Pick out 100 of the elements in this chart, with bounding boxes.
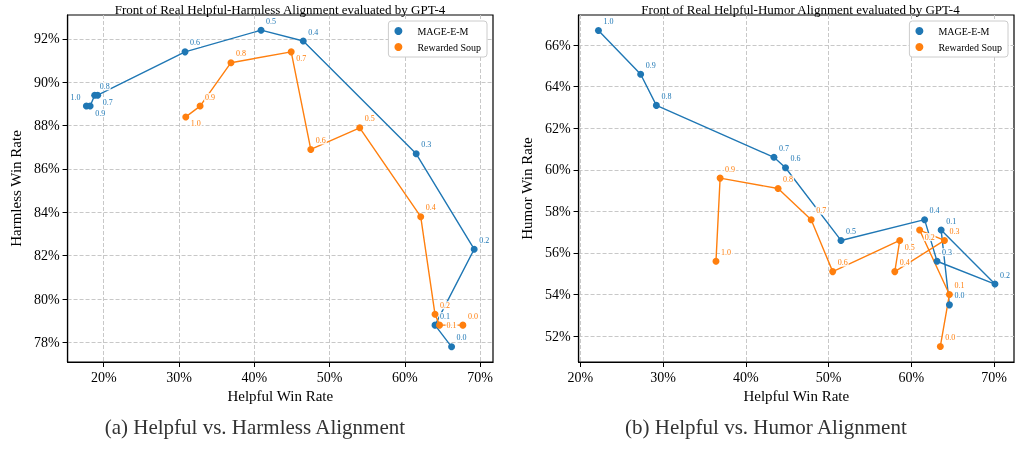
legend-label: Rewarded Soup	[417, 41, 482, 53]
point	[257, 26, 265, 34]
x-tick-label: 50%	[815, 369, 842, 385]
y-tick-label: 56%	[544, 245, 571, 261]
annotation: 0.1	[440, 311, 451, 321]
annotation: 0.4	[899, 258, 910, 268]
point	[299, 37, 307, 45]
point	[287, 48, 295, 56]
annotation: 0.4	[929, 206, 940, 216]
x-tick-label: 30%	[166, 369, 193, 385]
annotation: 0.6	[837, 258, 848, 268]
point	[356, 124, 364, 132]
y-tick-label: 66%	[544, 37, 571, 53]
annotation: 0.3	[942, 247, 953, 257]
annotation: 0.0	[456, 333, 467, 343]
y-tick-label: 84%	[33, 204, 60, 220]
annotation: 0.0	[467, 311, 478, 321]
point	[307, 145, 315, 153]
point	[417, 213, 425, 221]
point	[716, 174, 724, 182]
x-tick-label: 20%	[90, 369, 117, 385]
annotation: 0.8	[783, 175, 794, 184]
x-tick-label: 70%	[981, 369, 1008, 385]
y-tick-label: 52%	[544, 328, 571, 344]
annotation: 0.9	[205, 92, 216, 102]
annotation: 1.0	[70, 92, 81, 102]
x-tick-label: 20%	[567, 369, 594, 385]
annotation: 0.2	[479, 235, 490, 245]
y-axis-title: Harmless Win Rate	[7, 129, 24, 247]
annotation: 1.0	[603, 17, 614, 27]
y-tick-label: 78%	[33, 334, 60, 350]
annotation: 0.2	[440, 300, 451, 310]
x-axis-title: Helpful Win Rate	[227, 388, 334, 405]
y-tick-label: 60%	[544, 162, 571, 178]
annotation: 0.5	[364, 114, 375, 124]
annotation: 0.9	[725, 164, 736, 174]
y-tick-label: 88%	[33, 118, 60, 134]
annotation: 0.0	[954, 291, 965, 301]
annotation: 0.3	[949, 226, 960, 236]
point	[945, 290, 953, 298]
annotation: 0.1	[446, 320, 457, 330]
x-tick-label: 40%	[241, 369, 268, 385]
point	[891, 268, 899, 276]
annotation: 0.3	[421, 140, 432, 150]
y-tick-label: 86%	[33, 161, 60, 177]
annotation: 0.2	[924, 232, 935, 242]
y-tick-label: 90%	[33, 74, 60, 90]
y-tick-label: 82%	[33, 248, 60, 264]
point	[945, 301, 953, 309]
point	[837, 236, 845, 244]
annotation: 0.7	[102, 97, 113, 107]
point	[782, 164, 790, 172]
point	[829, 268, 837, 276]
y-tick-label: 64%	[544, 79, 571, 95]
point	[436, 321, 444, 329]
y-tick-label: 58%	[544, 203, 571, 219]
annotation: 0.6	[315, 135, 326, 145]
annotation: 0.1	[954, 280, 965, 290]
chart-title: Front of Real Helpful-Humor Alignment evaluated by GPT-4	[641, 2, 961, 17]
annotation: 0.9	[645, 60, 656, 70]
point	[470, 245, 478, 253]
annotation: 0.2	[999, 270, 1010, 280]
annotation: 0.7	[816, 206, 827, 216]
text: (a) Helpful vs. Harmless Alignment	[104, 414, 406, 439]
point	[916, 226, 924, 234]
annotation: 0.7	[778, 143, 789, 153]
y-tick-label: 54%	[544, 286, 571, 302]
x-tick-label: 60%	[392, 369, 419, 385]
annotation: 0.1	[946, 216, 957, 226]
legend-label: Rewarded Soup	[938, 41, 1003, 53]
text: (b) Helpful vs. Humor Alignment	[625, 414, 907, 439]
annotation: 0.5	[266, 16, 277, 26]
point	[431, 310, 439, 318]
point	[940, 236, 948, 244]
y-axis-title: Humor Win Rate	[518, 136, 535, 240]
point	[227, 59, 235, 67]
point	[921, 216, 929, 224]
annotation: 0.4	[425, 203, 436, 213]
annotation: 0.0	[945, 332, 956, 342]
point	[933, 257, 941, 265]
point	[459, 321, 467, 329]
annotation: 0.9	[95, 108, 106, 118]
x-tick-label: 40%	[732, 369, 759, 385]
point	[652, 101, 660, 109]
legend-label: MAGE-E-M	[417, 25, 469, 37]
point	[936, 342, 944, 350]
annotation: 0.8	[99, 81, 110, 91]
annotation: 0.6	[190, 38, 201, 48]
point	[637, 70, 645, 78]
point	[182, 113, 190, 121]
point	[770, 153, 778, 161]
annotation: 0.7	[296, 54, 307, 64]
y-tick-label: 62%	[544, 120, 571, 136]
x-tick-label: 30%	[650, 369, 677, 385]
point	[807, 216, 815, 224]
x-axis-title: Helpful Win Rate	[743, 388, 850, 405]
x-tick-label: 70%	[467, 369, 494, 385]
point	[774, 185, 782, 192]
annotation: 0.5	[904, 242, 915, 252]
annotation: 0.4	[308, 27, 319, 37]
